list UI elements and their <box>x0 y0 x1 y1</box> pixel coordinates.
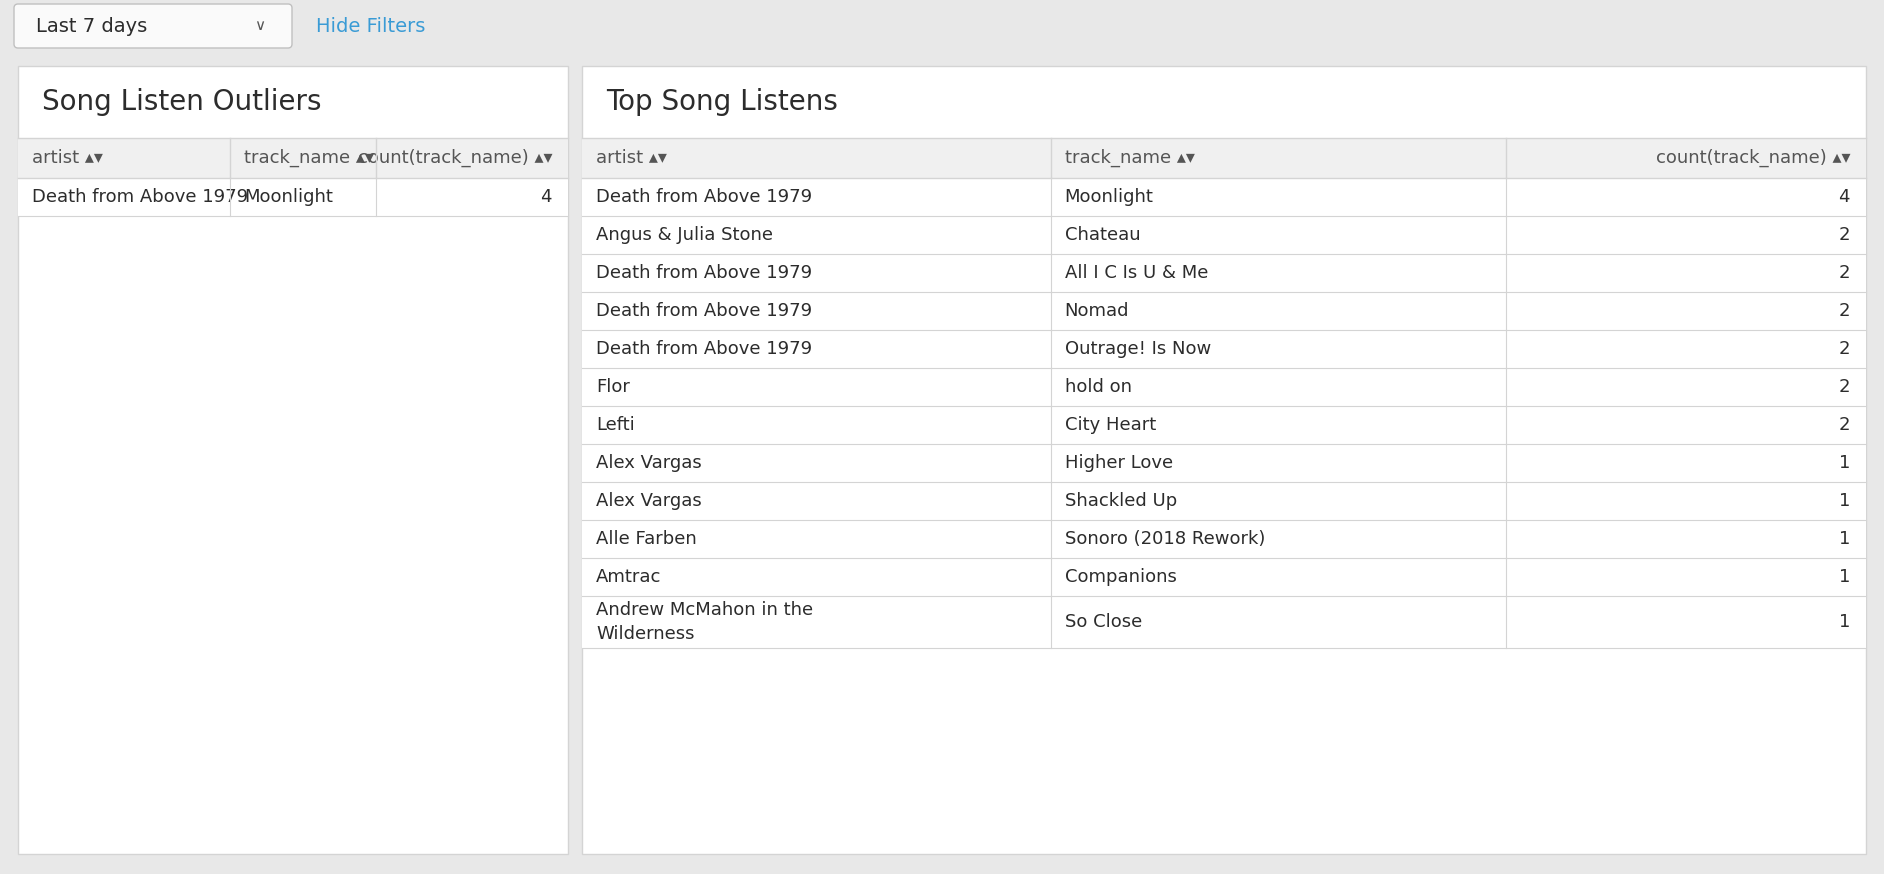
Text: 1: 1 <box>1839 492 1850 510</box>
Text: 1: 1 <box>1839 530 1850 548</box>
Text: Death from Above 1979: Death from Above 1979 <box>595 264 812 282</box>
Text: 2: 2 <box>1839 340 1850 358</box>
Text: 2: 2 <box>1839 226 1850 244</box>
Text: 1: 1 <box>1839 613 1850 631</box>
Text: Song Listen Outliers: Song Listen Outliers <box>41 88 322 116</box>
Bar <box>582 368 1865 406</box>
Bar <box>19 138 567 178</box>
Bar <box>582 66 1865 854</box>
Text: All I C Is U & Me: All I C Is U & Me <box>1064 264 1208 282</box>
Bar <box>582 444 1865 482</box>
Text: Last 7 days: Last 7 days <box>36 17 147 36</box>
Text: Nomad: Nomad <box>1064 302 1129 320</box>
Bar <box>582 406 1865 444</box>
Bar <box>582 216 1865 254</box>
Text: Alex Vargas: Alex Vargas <box>595 454 701 472</box>
Bar <box>582 330 1865 368</box>
Text: 4: 4 <box>541 188 552 206</box>
Text: Sonoro (2018 Rework): Sonoro (2018 Rework) <box>1064 530 1264 548</box>
Text: count(track_name) ▴▾: count(track_name) ▴▾ <box>358 149 552 167</box>
Text: hold on: hold on <box>1064 378 1132 396</box>
Text: Higher Love: Higher Love <box>1064 454 1172 472</box>
Text: Moonlight: Moonlight <box>243 188 333 206</box>
Text: So Close: So Close <box>1064 613 1142 631</box>
Bar <box>582 292 1865 330</box>
FancyBboxPatch shape <box>13 4 292 48</box>
Text: track_name ▴▾: track_name ▴▾ <box>1064 149 1194 167</box>
Bar <box>582 254 1865 292</box>
Bar <box>582 482 1865 520</box>
Text: 4: 4 <box>1839 188 1850 206</box>
Text: Andrew McMahon in the
Wilderness: Andrew McMahon in the Wilderness <box>595 601 814 642</box>
Bar <box>582 596 1865 648</box>
Text: 2: 2 <box>1839 302 1850 320</box>
Text: 2: 2 <box>1839 378 1850 396</box>
Text: Death from Above 1979: Death from Above 1979 <box>595 340 812 358</box>
Text: Companions: Companions <box>1064 568 1176 586</box>
Text: 1: 1 <box>1839 454 1850 472</box>
Text: Flor: Flor <box>595 378 629 396</box>
Text: City Heart: City Heart <box>1064 416 1157 434</box>
Text: Hide Filters: Hide Filters <box>317 17 426 36</box>
Text: Alex Vargas: Alex Vargas <box>595 492 701 510</box>
Text: artist ▴▾: artist ▴▾ <box>595 149 667 167</box>
Text: 1: 1 <box>1839 568 1850 586</box>
Text: Death from Above 1979: Death from Above 1979 <box>595 188 812 206</box>
Text: artist ▴▾: artist ▴▾ <box>32 149 104 167</box>
Text: Chateau: Chateau <box>1064 226 1140 244</box>
Text: track_name ▴▾: track_name ▴▾ <box>243 149 373 167</box>
Text: Amtrac: Amtrac <box>595 568 661 586</box>
Text: 2: 2 <box>1839 416 1850 434</box>
Text: Outrage! Is Now: Outrage! Is Now <box>1064 340 1211 358</box>
Text: Alle Farben: Alle Farben <box>595 530 697 548</box>
Text: Angus & Julia Stone: Angus & Julia Stone <box>595 226 772 244</box>
Bar <box>582 178 1865 216</box>
Text: Shackled Up: Shackled Up <box>1064 492 1178 510</box>
Text: ∨: ∨ <box>254 18 266 33</box>
Bar <box>19 178 567 216</box>
Bar <box>582 558 1865 596</box>
Text: Moonlight: Moonlight <box>1064 188 1153 206</box>
Text: Top Song Listens: Top Song Listens <box>607 88 838 116</box>
Text: Lefti: Lefti <box>595 416 635 434</box>
Bar <box>582 138 1865 178</box>
Text: count(track_name) ▴▾: count(track_name) ▴▾ <box>1656 149 1850 167</box>
Text: Death from Above 1979: Death from Above 1979 <box>32 188 249 206</box>
Text: Death from Above 1979: Death from Above 1979 <box>595 302 812 320</box>
Text: 2: 2 <box>1839 264 1850 282</box>
Bar <box>19 66 567 854</box>
Bar <box>582 520 1865 558</box>
